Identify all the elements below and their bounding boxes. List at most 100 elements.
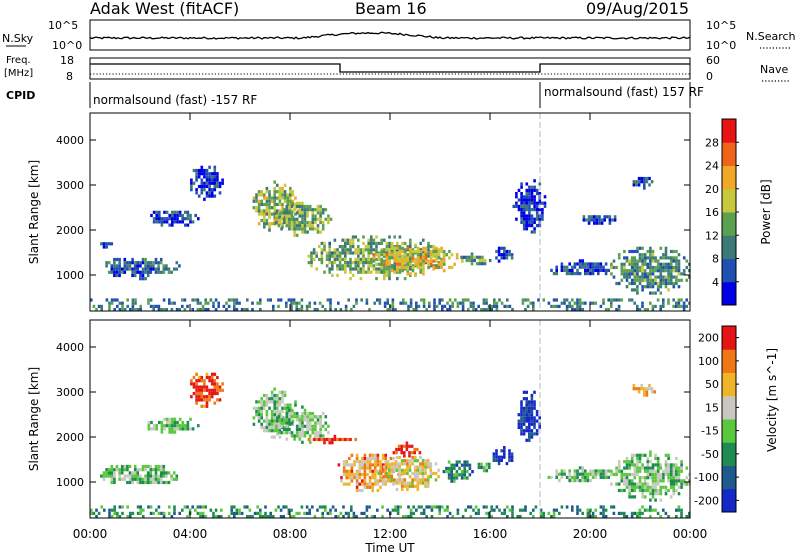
- heatmap-cell: [437, 262, 441, 266]
- heatmap-cell: [327, 217, 330, 221]
- heatmap-cell: [210, 375, 214, 380]
- heatmap-cell: [221, 181, 224, 185]
- heatmap-cell: [602, 505, 605, 509]
- heatmap-cell: [628, 249, 631, 254]
- heatmap-cell: [303, 408, 307, 412]
- heatmap-cell: [281, 397, 284, 401]
- heatmap-cell: [285, 217, 289, 221]
- heatmap-cell: [152, 304, 155, 308]
- heatmap-cell: [283, 403, 287, 407]
- heatmap-cell: [520, 432, 523, 436]
- heatmap-cell: [154, 261, 158, 265]
- heatmap-cell: [178, 210, 182, 214]
- heatmap-cell: [437, 248, 441, 252]
- heatmap-cell: [203, 181, 206, 185]
- heatmap-cell: [298, 415, 302, 419]
- heatmap-cell: [176, 210, 179, 214]
- heatmap-cell: [118, 505, 122, 509]
- heatmap-cell: [522, 214, 526, 218]
- heatmap-cell: [289, 403, 292, 407]
- heatmap-cell: [128, 264, 132, 268]
- heatmap-cell: [159, 270, 163, 274]
- heatmap-cell: [301, 214, 304, 218]
- heatmap-cell: [635, 183, 638, 187]
- heatmap-cell: [276, 183, 279, 187]
- heatmap-cell: [281, 186, 284, 191]
- heatmap-cell: [638, 275, 642, 279]
- heatmap-cell: [517, 188, 521, 192]
- heatmap-cell: [398, 462, 401, 466]
- heatmap-cell: [636, 308, 639, 312]
- heatmap-cell: [303, 204, 307, 209]
- heatmap-cell: [168, 505, 171, 509]
- heatmap-cell: [416, 249, 420, 254]
- heatmap-cell: [293, 217, 296, 221]
- heatmap-cell: [506, 304, 509, 308]
- heatmap-cell: [630, 511, 634, 515]
- heatmap-cell: [227, 515, 231, 519]
- heatmap-cell: [289, 416, 292, 420]
- heatmap-cell: [190, 395, 193, 399]
- heatmap-cell: [149, 511, 153, 515]
- heatmap-cell: [530, 435, 534, 439]
- heatmap-cell: [307, 254, 311, 258]
- heatmap-cell: [346, 248, 350, 252]
- heatmap-cell: [483, 258, 487, 263]
- heatmap-cell: [152, 210, 156, 214]
- heatmap-cell: [318, 257, 321, 261]
- heatmap-cell: [386, 301, 389, 305]
- heatmap-cell: [581, 466, 584, 470]
- heatmap-cell: [458, 466, 461, 470]
- heatmap-cell: [282, 208, 286, 212]
- heatmap-cell: [594, 508, 597, 512]
- heatmap-cell: [680, 466, 683, 470]
- heatmap-cell: [525, 227, 529, 231]
- heatmap-cell: [654, 291, 657, 295]
- heatmap-cell: [186, 424, 190, 428]
- heatmap-cell: [448, 304, 452, 308]
- power-ylabel: Slant Range [km]: [27, 160, 41, 264]
- heatmap-cell: [110, 471, 114, 475]
- heatmap-cell: [411, 249, 415, 254]
- heatmap-cell: [408, 459, 412, 463]
- heatmap-cell: [620, 265, 624, 270]
- heatmap-cell: [221, 388, 224, 392]
- beam-title: Beam 16: [355, 0, 427, 18]
- heatmap-cell: [203, 175, 206, 179]
- heatmap-cell: [478, 262, 482, 266]
- heatmap-cell: [345, 463, 348, 467]
- heatmap-cell: [419, 478, 422, 482]
- heatmap-cell: [641, 476, 644, 480]
- heatmap-cell: [429, 245, 433, 249]
- heatmap-cell: [638, 511, 642, 515]
- heatmap-cell: [147, 505, 150, 509]
- heatmap-cell: [141, 477, 145, 481]
- heatmap-cell: [282, 418, 286, 422]
- heatmap-cell: [270, 435, 274, 439]
- heatmap-cell: [110, 267, 114, 271]
- heatmap-cell: [278, 199, 282, 203]
- heatmap-cell: [331, 505, 335, 509]
- heatmap-cell: [396, 277, 399, 281]
- heatmap-cell: [659, 256, 663, 260]
- heatmap-cell: [298, 208, 302, 212]
- heatmap-cell: [318, 505, 322, 509]
- heatmap-cell: [589, 265, 592, 269]
- heatmap-cell: [278, 186, 282, 191]
- heatmap-cell: [656, 479, 660, 483]
- heatmap-cell: [528, 185, 531, 189]
- heatmap-cell: [260, 212, 263, 216]
- heatmap-cell: [295, 427, 299, 432]
- heatmap-cell: [520, 419, 523, 423]
- heatmap-cell: [416, 265, 420, 270]
- heatmap-cell: [197, 184, 201, 189]
- heatmap-cell: [455, 473, 459, 477]
- heatmap-cell: [602, 508, 605, 512]
- heatmap-cell: [680, 469, 683, 473]
- heatmap-cell: [295, 424, 299, 428]
- heatmap-cell: [331, 264, 334, 268]
- heatmap-cell: [194, 508, 197, 512]
- heatmap-cell: [301, 427, 304, 432]
- heatmap-cell: [662, 472, 665, 477]
- heatmap-cell: [350, 479, 354, 483]
